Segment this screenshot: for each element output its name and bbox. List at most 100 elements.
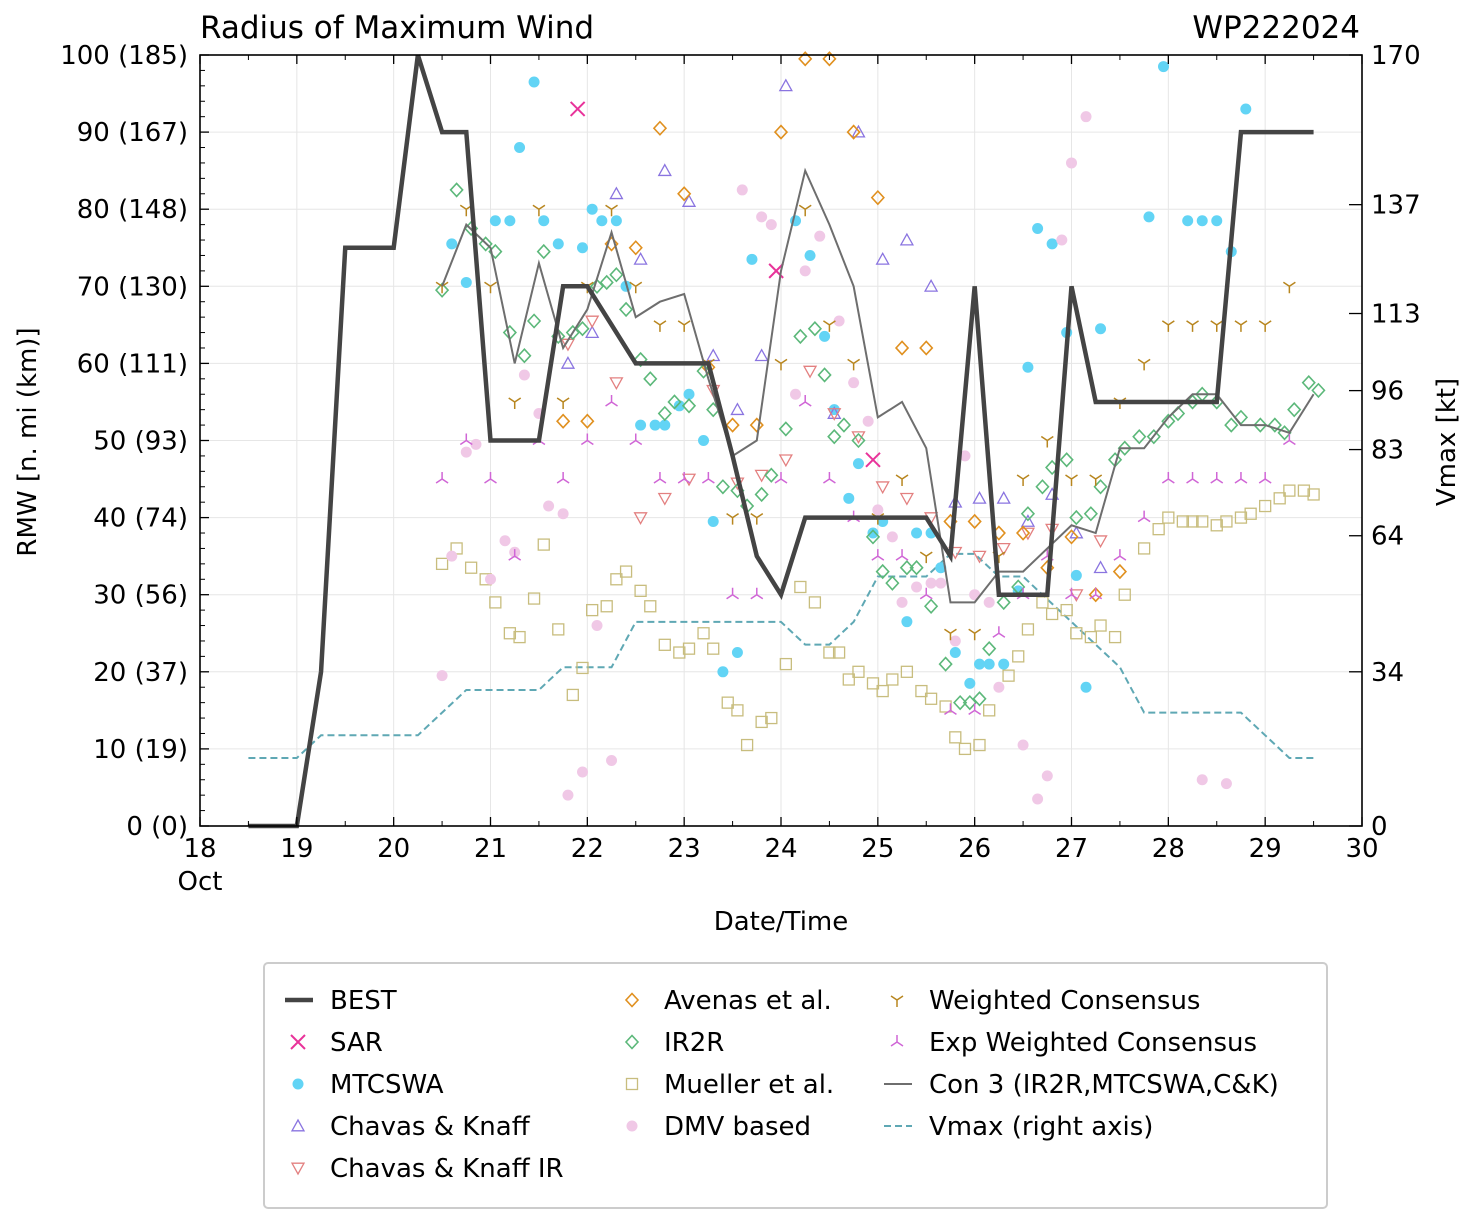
ir2r-point-shape <box>817 367 832 383</box>
ir2r-point <box>793 328 808 345</box>
exp-weighted-consensus-point <box>726 587 739 600</box>
mtcswa-point <box>635 419 647 431</box>
legend-label: Mueller et al. <box>664 1070 834 1100</box>
ir2r-point <box>938 656 953 672</box>
mtcswa-point-shape <box>911 527 923 539</box>
legend-marker-shape <box>626 1120 638 1132</box>
avenas-et-al-point-shape <box>725 417 740 433</box>
exp-weighted-consensus-point <box>1137 510 1151 523</box>
mueller-et-al-point-shape <box>1234 511 1248 524</box>
avenas-et-al-point-shape <box>822 51 837 67</box>
mtcswa-point-shape <box>843 492 855 504</box>
mueller-et-al-point-shape <box>1021 623 1035 636</box>
dmv-based-point-shape <box>543 500 555 512</box>
weighted-consensus-point <box>774 358 788 371</box>
dmv-based-point-shape <box>1220 778 1232 790</box>
legend-label: Weighted Consensus <box>929 986 1200 1016</box>
dmv-based-point <box>1080 111 1092 123</box>
avenas-et-al-point-shape <box>1064 529 1079 545</box>
mtcswa-point <box>460 276 472 288</box>
avenas-et-al-point-shape <box>919 340 934 356</box>
chavas-knaff-point-shape <box>609 186 624 200</box>
chavas-knaff-point <box>1020 514 1036 527</box>
mtcswa-point <box>983 658 995 670</box>
dmv-based-point <box>886 531 898 543</box>
chavas-knaff-point <box>560 356 576 369</box>
legend-label: Exp Weighted Consensus <box>929 1028 1257 1058</box>
weighted-consensus-point <box>1137 358 1151 371</box>
weighted-consensus-point <box>532 204 546 217</box>
mueller-et-al-point-shape <box>464 561 478 574</box>
ir2r-point-shape <box>909 560 924 576</box>
weighted-consensus-point <box>726 512 739 525</box>
mtcswa-point <box>649 419 661 431</box>
exp-weighted-consensus-point-shape <box>726 587 739 600</box>
mtcswa-point-shape <box>649 419 661 431</box>
dmv-based-point-shape <box>736 184 748 196</box>
dmv-based-point <box>436 670 448 682</box>
dmv-based-point-shape <box>790 388 802 400</box>
ir2r-point-shape <box>517 348 532 364</box>
dmv-based-point-shape <box>833 315 845 327</box>
ir2r-point <box>1117 440 1132 456</box>
avenas-et-al-point-shape <box>580 413 595 429</box>
mueller-et-al-point <box>983 704 996 717</box>
dmv-based-point-shape <box>1032 793 1044 805</box>
chavas-knaff-ir-point <box>657 492 672 506</box>
mueller-et-al-point <box>832 646 846 659</box>
chavas-knaff-ir-point-shape <box>754 469 769 483</box>
legend-marker <box>626 1120 638 1132</box>
dmv-based-point-shape <box>886 531 898 543</box>
mtcswa-point <box>935 562 947 574</box>
mueller-et-al-point <box>1084 630 1098 644</box>
dmv-based-point-shape <box>518 369 530 381</box>
avenas-et-al-point <box>580 413 595 429</box>
ir2r-point-shape <box>754 486 769 503</box>
weighted-consensus-point-shape <box>1040 435 1054 448</box>
dmv-based-point <box>1196 774 1208 786</box>
chavas-knaff-point-shape <box>754 348 769 362</box>
dmv-based-point <box>518 369 530 381</box>
ir2r-point <box>536 243 551 260</box>
chavas-knaff-ir-point <box>827 408 842 421</box>
ir2r-point <box>764 467 779 483</box>
avenas-et-al-point <box>919 340 934 356</box>
mtcswa-point-shape <box>552 238 564 250</box>
ir2r-point <box>434 282 450 298</box>
mtcswa-point <box>659 419 671 431</box>
ir2r-point <box>609 267 624 283</box>
weighted-consensus-point-shape <box>1137 358 1151 371</box>
ir2r-point <box>962 694 977 711</box>
mtcswa-point <box>514 142 526 154</box>
ir2r-point-shape <box>575 321 590 337</box>
mueller-et-al-point <box>1137 542 1151 555</box>
mtcswa-point <box>1182 215 1194 227</box>
chart-title: Radius of Maximum Wind <box>200 10 594 46</box>
ir2r-point <box>1287 401 1302 418</box>
mtcswa-point-shape <box>1032 222 1044 234</box>
ir2r-point <box>924 598 939 614</box>
mtcswa-point-shape <box>586 203 598 215</box>
mtcswa-point <box>576 242 588 254</box>
mueller-et-al-point <box>1002 669 1015 682</box>
mueller-et-al-point-shape <box>658 638 671 651</box>
weighted-consensus-point-shape <box>532 204 546 217</box>
avenas-et-al-point-shape <box>556 413 571 429</box>
legend-item: IR2R <box>624 1028 724 1058</box>
weighted-consensus-point <box>1161 320 1175 332</box>
mtcswa-point <box>707 515 719 527</box>
ir2r-point-shape <box>667 394 682 410</box>
chavas-knaff-ir-point <box>609 377 624 391</box>
legend-item: Vmax (right axis) <box>884 1112 1153 1142</box>
chavas-knaff-point <box>923 278 939 292</box>
legend-marker-shape <box>890 995 904 1007</box>
ir2r-point <box>982 640 997 657</box>
mtcswa-point <box>819 330 831 342</box>
ir2r-point <box>599 274 614 291</box>
mueller-et-al-point-shape <box>1045 607 1059 621</box>
chavas-knaff-point <box>1093 560 1108 574</box>
mueller-et-al-point <box>924 692 938 705</box>
mtcswa-point-shape <box>538 215 550 227</box>
dmv-based-point-shape <box>557 508 569 520</box>
exp-weighted-consensus-point-shape <box>798 394 812 407</box>
